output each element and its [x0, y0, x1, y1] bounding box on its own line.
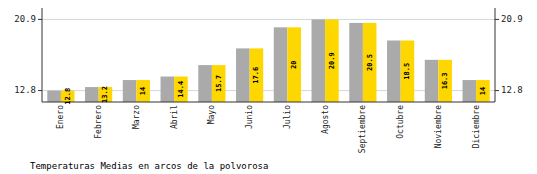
bar [85, 87, 99, 102]
grid-line [42, 19, 495, 20]
bar [161, 77, 175, 102]
data-label: 18.5 [403, 63, 411, 80]
y-tick-label: 20.9 [14, 14, 36, 24]
chart-container: 12.8 12.8 20.9 20.9 12.8 13.2 14 14.4 15.7 17.6 20… [0, 0, 537, 174]
x-tick-label: Octubre [396, 105, 405, 139]
bars [47, 19, 489, 102]
x-tick-label: Marzo [132, 105, 141, 129]
x-tick-label: Junio [245, 105, 254, 129]
data-label: 20.5 [366, 54, 374, 71]
bar [287, 27, 301, 102]
data-label: 14 [479, 87, 487, 95]
data-label: 13.2 [101, 86, 109, 103]
data-label: 20.9 [328, 52, 336, 69]
bar [387, 41, 401, 102]
bar [438, 60, 452, 102]
x-tick-label: Agosto [321, 105, 330, 134]
x-tick-label: Mayo [207, 105, 216, 124]
bar [198, 65, 212, 102]
data-label: 14.4 [177, 81, 185, 98]
data-label: 15.7 [215, 75, 223, 92]
data-label: 17.6 [252, 67, 260, 84]
x-tick-label: Noviembre [434, 105, 443, 149]
bar [250, 48, 264, 102]
bar [212, 65, 226, 102]
y-tick-right [495, 90, 499, 91]
x-tick-label: Diciembre [472, 105, 481, 149]
bar [236, 48, 250, 102]
bar [136, 80, 150, 102]
bar [401, 41, 415, 102]
data-label: 14 [139, 87, 147, 95]
bar [312, 19, 326, 102]
title: Temperaturas Medias en arcos de la polvo… [30, 161, 268, 171]
y-tick [38, 90, 42, 91]
bar [99, 87, 113, 102]
bar [274, 27, 288, 102]
x-tick-label: Febrero [94, 105, 103, 139]
y-axis-line [42, 8, 43, 102]
x-tick-label: Abril [170, 105, 179, 129]
x-tick-label: Enero [56, 105, 65, 129]
bar [349, 23, 363, 102]
y-axis-line-right [495, 8, 496, 102]
y-tick-label-right: 12.8 [501, 85, 523, 95]
data-label: 20 [290, 60, 298, 68]
x-axis-line [42, 102, 495, 103]
bar [174, 77, 188, 102]
y-tick-label: 12.8 [14, 85, 36, 95]
y-tick-right [495, 19, 499, 20]
data-label: 16.3 [441, 72, 449, 89]
bar [47, 91, 61, 102]
y-tick [38, 19, 42, 20]
bar [425, 60, 439, 102]
bar [123, 80, 137, 102]
y-tick-label-right: 20.9 [501, 14, 523, 24]
x-tick-label: Julio [283, 105, 292, 129]
bar [325, 19, 339, 102]
x-tick-label: Septiembre [358, 105, 367, 153]
bar [476, 80, 490, 102]
data-label: 12.8 [64, 88, 72, 105]
bar [463, 80, 477, 102]
bar [363, 23, 377, 102]
chart: 12.8 12.8 20.9 20.9 12.8 13.2 14 14.4 15.7 17.6 20… [0, 0, 537, 174]
